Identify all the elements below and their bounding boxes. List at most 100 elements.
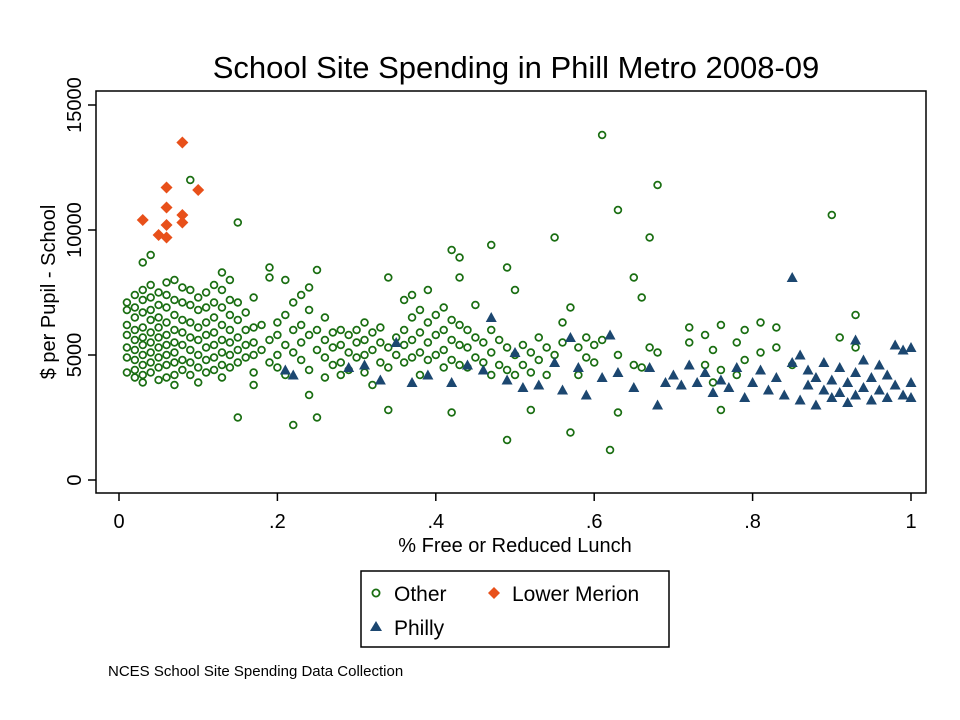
- point-other: [201, 368, 211, 377]
- point-other: [138, 285, 148, 295]
- point-other: [835, 333, 844, 342]
- point-other: [360, 318, 369, 327]
- point-other: [178, 315, 187, 325]
- point-philly: [810, 399, 822, 410]
- point-other: [534, 333, 544, 342]
- point-other: [502, 365, 512, 375]
- point-other: [193, 335, 203, 345]
- x-tick-label: 1: [905, 511, 916, 533]
- point-other: [249, 323, 258, 332]
- point-other: [154, 343, 163, 352]
- point-other: [273, 350, 282, 360]
- point-philly: [374, 374, 386, 385]
- point-other: [629, 360, 639, 370]
- point-other: [304, 305, 314, 315]
- point-philly: [794, 394, 806, 405]
- point-philly: [604, 329, 616, 340]
- series-lower-merion: [136, 136, 205, 244]
- point-other: [233, 345, 243, 355]
- point-philly: [794, 349, 806, 360]
- point-other: [209, 298, 219, 307]
- point-other: [526, 405, 536, 415]
- point-other: [154, 333, 163, 342]
- point-other: [384, 363, 393, 372]
- point-other: [376, 338, 385, 347]
- point-lower-merion: [176, 136, 189, 149]
- point-philly: [905, 342, 917, 352]
- point-philly: [889, 379, 901, 390]
- point-other: [486, 348, 496, 357]
- point-other: [423, 285, 433, 295]
- point-other: [653, 180, 662, 190]
- point-other: [257, 345, 266, 355]
- point-other: [486, 370, 496, 380]
- point-other: [241, 325, 250, 335]
- point-other: [447, 245, 456, 255]
- point-other: [684, 323, 694, 332]
- x-tick-label: .2: [269, 511, 286, 533]
- point-philly: [873, 384, 885, 395]
- point-philly: [517, 382, 529, 392]
- point-other: [376, 358, 385, 367]
- point-philly: [889, 339, 901, 350]
- point-other: [193, 363, 203, 372]
- point-other: [273, 318, 282, 327]
- point-other: [708, 378, 718, 387]
- point-other: [439, 363, 448, 372]
- point-other: [447, 355, 456, 365]
- point-other: [328, 360, 338, 370]
- point-other: [716, 365, 726, 375]
- point-other: [217, 320, 227, 330]
- series-philly: [279, 272, 917, 410]
- point-philly: [857, 382, 869, 392]
- point-other: [122, 368, 132, 377]
- point-philly: [778, 389, 790, 400]
- point-philly: [628, 382, 640, 392]
- point-other: [249, 380, 258, 390]
- point-philly: [675, 379, 687, 390]
- point-philly: [842, 397, 854, 407]
- point-philly: [477, 364, 489, 375]
- point-philly: [881, 392, 893, 402]
- point-other: [455, 340, 464, 350]
- point-other: [645, 343, 654, 352]
- point-philly: [826, 392, 838, 402]
- point-other: [288, 348, 298, 357]
- point-other: [193, 293, 203, 302]
- point-other: [613, 205, 623, 215]
- point-other: [233, 298, 243, 307]
- point-other: [178, 298, 187, 307]
- point-other: [162, 360, 171, 370]
- point-other: [170, 325, 179, 335]
- point-lower-merion: [160, 219, 173, 231]
- point-other: [162, 290, 171, 300]
- point-philly: [699, 367, 711, 377]
- point-philly: [802, 379, 814, 390]
- y-tick-label: 10000: [64, 202, 86, 258]
- point-philly: [501, 374, 513, 385]
- point-other: [605, 445, 615, 455]
- point-other: [162, 303, 171, 312]
- point-other: [407, 290, 417, 300]
- point-other: [486, 325, 496, 335]
- point-other: [217, 303, 227, 312]
- point-other: [391, 350, 401, 360]
- point-other: [217, 360, 227, 370]
- point-other: [281, 275, 290, 285]
- point-other: [201, 343, 211, 352]
- point-philly: [881, 369, 893, 380]
- point-other: [162, 373, 171, 382]
- point-other: [502, 343, 512, 352]
- point-philly: [580, 389, 592, 400]
- point-other: [209, 353, 219, 362]
- point-other: [122, 320, 132, 330]
- point-other: [431, 330, 441, 340]
- point-philly: [359, 359, 371, 370]
- x-axis: 0 .2 .4 .6 .8 1: [113, 493, 917, 533]
- point-other: [304, 365, 314, 375]
- point-other: [431, 310, 441, 320]
- point-other: [138, 360, 148, 370]
- point-other: [352, 338, 361, 347]
- point-other: [146, 250, 155, 260]
- point-other: [249, 368, 258, 377]
